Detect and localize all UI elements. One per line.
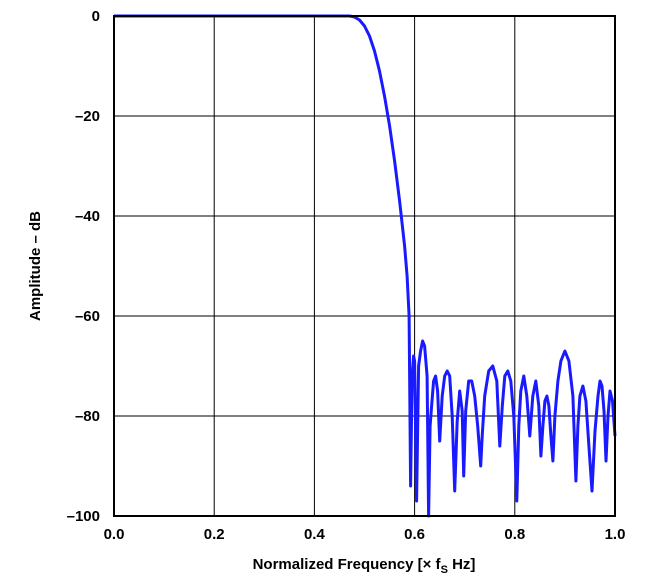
y-tick-label: –40 — [75, 208, 100, 225]
y-tick-label: –100 — [67, 508, 100, 525]
x-tick-label: 0.6 — [404, 526, 425, 543]
response-curve — [114, 14, 617, 518]
x-tick-label: 0.2 — [204, 526, 225, 543]
y-axis-title: Amplitude – dB — [27, 211, 44, 321]
y-tick-label: –80 — [75, 408, 100, 425]
x-axis-title-tail: Hz] — [448, 556, 476, 573]
tick-labels: 0.0 0.2 0.4 0.6 0.8 1.0 0 –20 –40 –60 –80 –100 — [67, 8, 626, 543]
x-tick-label: 0.8 — [504, 526, 525, 543]
x-tick-label: 0.4 — [304, 526, 326, 543]
x-tick-label: 0.0 — [104, 526, 125, 543]
plot-frame — [113, 15, 616, 517]
y-tick-label: –20 — [75, 108, 100, 125]
grid-lines — [114, 16, 615, 516]
x-axis-title-subscript: S — [441, 564, 448, 576]
x-axis-title: Normalized Frequency [× fS Hz] — [253, 556, 476, 576]
x-axis-title-main: Normalized Frequency [× f — [253, 556, 442, 573]
y-tick-label: –60 — [75, 308, 100, 325]
y-tick-label: 0 — [92, 8, 100, 25]
x-tick-label: 1.0 — [605, 526, 626, 543]
